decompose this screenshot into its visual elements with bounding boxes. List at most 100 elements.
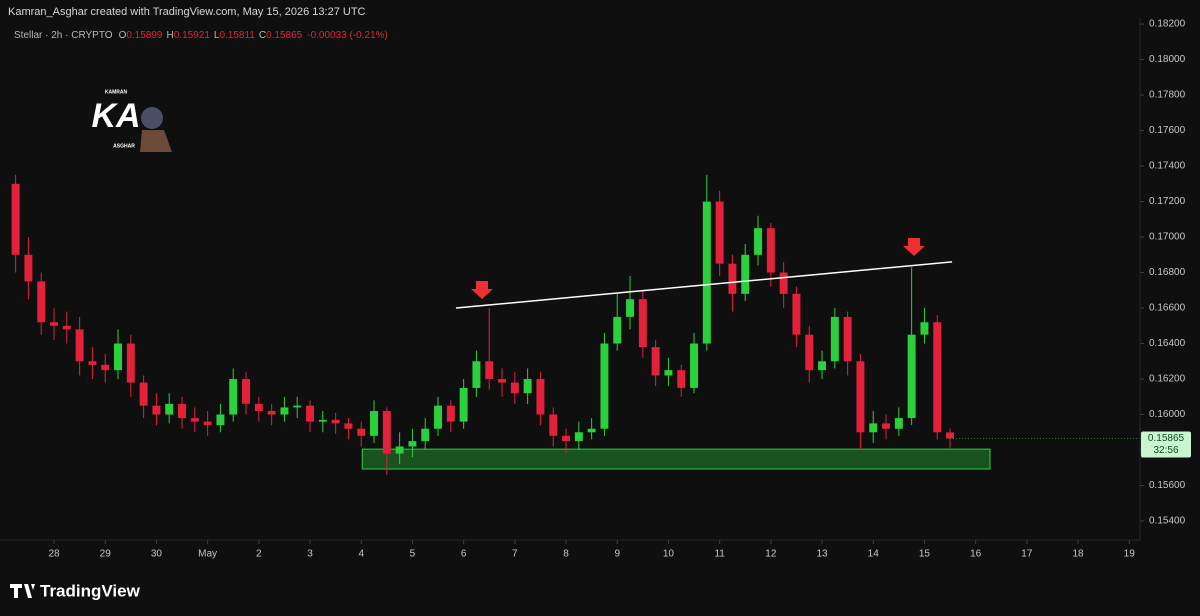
candle-body [50, 322, 58, 326]
x-tick-label: 28 [48, 549, 60, 560]
candle-body [728, 263, 737, 294]
footer-logo [10, 584, 35, 598]
y-tick-label: 0.18200 [1149, 19, 1186, 30]
logo-avatar [141, 107, 163, 129]
y-tick-label: 0.17800 [1149, 90, 1186, 101]
x-tick-label: 17 [1021, 549, 1033, 560]
candle-body [587, 428, 596, 433]
candle-body [152, 405, 161, 415]
candle-body [792, 293, 801, 335]
trendline [455, 261, 953, 309]
change: -0.00033 (-0.21%) [307, 30, 388, 41]
x-tick-label: 6 [461, 549, 467, 560]
candle-body [203, 421, 212, 426]
logo-bottom: ASGHAR [113, 143, 135, 149]
candle-body [702, 201, 711, 344]
x-tick-label: 13 [816, 549, 828, 560]
x-tick-label: 14 [868, 549, 880, 560]
candle-body [421, 428, 430, 442]
candle-body [536, 379, 545, 415]
x-tick-label: 29 [100, 549, 112, 560]
candle-body [11, 183, 20, 255]
candle-body [139, 382, 148, 406]
x-tick-label: 7 [512, 549, 518, 560]
y-tick-label: 0.17000 [1149, 232, 1186, 243]
candle-body [741, 254, 750, 294]
legend-value: 0.15921 [174, 30, 211, 41]
x-tick-label: 5 [410, 549, 416, 560]
candle-body [856, 361, 865, 433]
y-tick-label: 0.17200 [1149, 196, 1186, 207]
y-tick-label: 0.15600 [1149, 480, 1186, 491]
candle-body [626, 299, 635, 317]
x-tick-label: 2 [256, 549, 262, 560]
legend-value: 0.15899 [126, 30, 163, 41]
x-tick-label: 15 [919, 549, 931, 560]
candle-body [754, 228, 763, 255]
logo-avatar [140, 130, 172, 152]
candle-body [715, 201, 724, 264]
footer: TradingView [10, 581, 141, 600]
candle-body [24, 254, 33, 282]
candle-body [37, 281, 46, 323]
candle-body [779, 272, 788, 294]
candle-body [75, 329, 84, 362]
candle-body [510, 382, 519, 394]
candle-body [395, 446, 404, 454]
candle-body [114, 343, 122, 371]
candle-body [882, 423, 891, 429]
candle-body [574, 432, 583, 442]
candle-body [62, 325, 71, 330]
y-tick-label: 0.16400 [1149, 338, 1186, 349]
candle-body [344, 423, 353, 429]
logo: KAMRAN KA ASGHAR [91, 89, 172, 152]
logo-top: KAMRAN [105, 89, 128, 95]
candle-body [766, 228, 775, 273]
candle-body [933, 322, 942, 433]
candle-body [280, 407, 289, 415]
candle-body [126, 343, 135, 383]
candle-body [434, 405, 442, 429]
candle-body [178, 403, 186, 419]
price-label-box [1141, 431, 1191, 458]
legend: Stellar · 2h · CRYPTO O0.15899 H0.15921 L0.… [14, 30, 388, 41]
y-tick-label: 0.17400 [1149, 161, 1186, 172]
candle-body [562, 435, 570, 442]
candle-body [472, 361, 481, 388]
candle-body [843, 316, 852, 362]
arrow [471, 281, 493, 299]
header: Kamran_Asghar created with TradingView.c… [8, 6, 366, 18]
x-tick-label: 16 [970, 549, 982, 560]
price-label: 0.15865 [1148, 433, 1185, 444]
candle-body [446, 405, 455, 422]
candle-body [485, 361, 494, 380]
candle-body [920, 322, 929, 335]
x-tick-label: 19 [1124, 549, 1136, 560]
arrow [903, 238, 925, 256]
candle-body [894, 418, 903, 429]
y-tick-label: 0.16600 [1149, 303, 1186, 314]
legend-label: L [214, 30, 220, 41]
plot-area: 0.154000.156000.158000.160000.162000.164… [11, 19, 1186, 560]
candle-body [242, 379, 250, 404]
candle-body [664, 370, 673, 376]
candle-body [690, 343, 699, 388]
candle-body [190, 418, 199, 422]
candle-body [357, 428, 366, 436]
x-tick-label: 18 [1072, 549, 1084, 560]
candle-body [459, 387, 468, 422]
x-tick-label: 3 [307, 549, 313, 560]
candle-body [677, 370, 686, 388]
x-tick-label: 9 [614, 549, 620, 560]
x-tick-label: 12 [765, 549, 777, 560]
candle-body [331, 419, 340, 424]
candle-body [254, 403, 263, 411]
x-tick-label: 30 [151, 549, 163, 560]
x-tick-label: 4 [358, 549, 364, 560]
footer-text: TradingView [40, 581, 141, 600]
candle-body [523, 379, 532, 394]
logo-main: KA [91, 97, 140, 135]
symbol: Stellar · 2h · CRYPTO [14, 30, 113, 41]
candle-body [306, 405, 314, 422]
